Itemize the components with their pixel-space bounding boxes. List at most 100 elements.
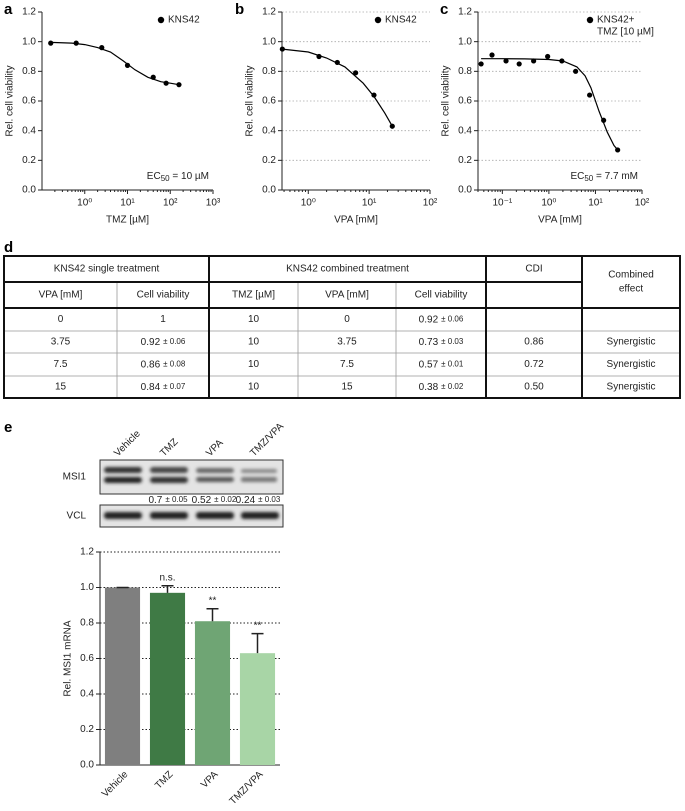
table-cell: 0.86 [524,337,544,348]
legend-label: KNS42+ [597,15,635,26]
legend-marker [157,16,165,24]
y-tick-label: 1.2 [458,7,472,18]
blot-frame [99,504,284,528]
table-cell: 15 [55,382,67,393]
table-cell: 3.75 [337,337,357,348]
y-tick-label: 1.0 [22,36,36,47]
value: 0.52 [192,495,212,506]
error-bar [206,608,219,622]
table-cell: 0.84 ± 0.07 [141,382,186,393]
error: ± 0.01 [441,360,464,369]
annotation-rest: = 10 µM [170,171,209,182]
column-header: TMZ [µM] [232,290,275,301]
bar [104,587,141,765]
annotation-text: EC [570,171,584,182]
error: ± 0.07 [163,382,186,391]
column-header: Cell viability [415,290,468,301]
table-cell: 0.92 ± 0.06 [141,337,186,348]
point [478,61,484,67]
quantification: 0.24 ± 0.03 [236,495,281,506]
point [150,74,156,80]
table-cell: 10 [248,382,260,393]
annotation: EC50 = 7.7 mM [570,171,638,183]
panel-label: d [4,239,13,256]
x-axis-label: VPA [mM] [538,215,582,226]
point [176,82,182,88]
annotation-sub: 50 [584,174,593,183]
x-tick-label: Vehicle [100,769,131,800]
significance: ** [209,595,217,606]
point [316,53,322,60]
legend-label: KNS42 [168,15,200,26]
y-tick-label: 1.2 [22,7,36,18]
point [163,80,169,86]
y-axis-label: Rel. cell viability [5,65,16,136]
y-tick-label: 0.6 [458,96,472,107]
table-cell: 3.75 [51,337,71,348]
significance: n.s. [159,572,175,583]
x-tick-label: 10² [423,198,438,209]
band [104,467,142,473]
band [241,469,277,473]
band [196,468,234,473]
band [196,512,234,519]
table-cell: 0.92 ± 0.06 [419,314,464,325]
y-tick-label: 0.4 [458,125,472,136]
table-cell: 0.86 ± 0.08 [141,359,186,370]
table-cell: 0.50 [524,382,544,393]
x-tick-label: 10² [635,198,650,209]
band [104,512,142,519]
y-tick-label: 0.0 [262,185,276,196]
error: ± 0.02 [214,495,237,504]
error-bar [161,584,174,593]
table-cell: 10 [248,359,260,370]
point [573,68,579,74]
lane-label: Vehicle [112,428,143,459]
y-tick-label: 0.8 [458,66,472,77]
panel-label: a [4,1,13,18]
annotation: EC50 = 10 µM [147,171,209,183]
y-axis-label: Rel. cell viability [441,65,452,136]
group-header: CDI [525,264,542,275]
point [545,53,551,60]
point [531,58,537,64]
y-tick-label: 0.4 [22,125,36,136]
value: 0.24 [236,495,256,506]
x-tick-label: 10⁰ [301,198,316,209]
value: 0.38 [419,382,439,393]
annotation-text: EC [147,171,161,182]
x-tick-label: 10⁻¹ [492,198,512,209]
y-tick-label: 0.4 [80,689,94,700]
table-cell: 0.38 ± 0.02 [419,382,464,393]
y-tick-label: 1.2 [80,547,94,558]
error-bar [251,632,264,654]
row-label: MSI1 [63,472,87,483]
point [559,58,565,64]
table-cell: 0 [344,314,350,325]
table-cell: 0.73 ± 0.03 [419,337,464,348]
point [353,70,359,76]
y-tick-label: 0.8 [262,66,276,77]
point [503,58,509,64]
band [196,477,234,482]
table-cell: Synergistic [607,382,656,393]
panel-label: c [440,1,448,18]
y-tick-label: 0.6 [262,96,276,107]
point [489,52,495,58]
x-tick-label: 10⁰ [77,198,92,209]
x-axis-label: VPA [mM] [334,215,378,226]
group-header: effect [619,284,643,295]
bar [239,653,276,765]
band [241,477,277,482]
point [389,123,395,129]
legend-marker [586,16,594,24]
point [516,61,522,67]
value: 0.86 [141,359,161,370]
y-tick-label: 0.6 [22,96,36,107]
bands-vcl [104,512,279,519]
point [279,46,285,52]
table-cell: 15 [341,382,353,393]
legend-subtitle: TMZ [10 µM] [597,27,654,38]
